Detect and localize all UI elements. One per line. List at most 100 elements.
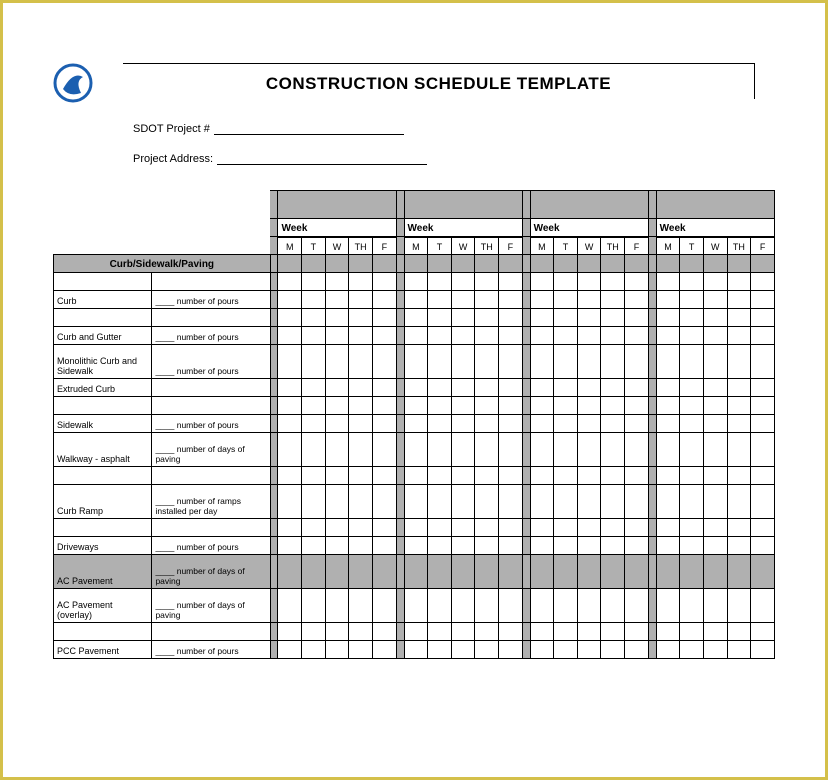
- grid-cell[interactable]: [530, 379, 554, 397]
- grid-cell[interactable]: [278, 485, 302, 519]
- grid-cell[interactable]: [499, 309, 523, 327]
- grid-cell[interactable]: [475, 397, 499, 415]
- grid-cell[interactable]: [302, 433, 326, 467]
- grid-cell[interactable]: [656, 641, 680, 659]
- grid-cell[interactable]: [451, 485, 475, 519]
- grid-cell[interactable]: [656, 415, 680, 433]
- grid-cell[interactable]: [278, 309, 302, 327]
- grid-cell[interactable]: [278, 291, 302, 309]
- grid-cell[interactable]: [530, 623, 554, 641]
- grid-cell[interactable]: [703, 537, 727, 555]
- grid-cell[interactable]: [530, 397, 554, 415]
- grid-cell[interactable]: [302, 397, 326, 415]
- grid-cell[interactable]: [372, 555, 396, 589]
- grid-cell[interactable]: [703, 291, 727, 309]
- grid-cell[interactable]: [428, 291, 452, 309]
- grid-cell[interactable]: [475, 327, 499, 345]
- grid-cell[interactable]: [451, 379, 475, 397]
- grid-cell[interactable]: [727, 641, 751, 659]
- grid-cell[interactable]: [475, 641, 499, 659]
- grid-cell[interactable]: [554, 623, 578, 641]
- grid-cell[interactable]: [727, 519, 751, 537]
- grid-cell[interactable]: [601, 537, 625, 555]
- grid-cell[interactable]: [727, 623, 751, 641]
- grid-cell[interactable]: [451, 467, 475, 485]
- project-number-input[interactable]: [214, 134, 404, 135]
- grid-cell[interactable]: [428, 273, 452, 291]
- grid-cell[interactable]: [302, 309, 326, 327]
- grid-cell[interactable]: [530, 433, 554, 467]
- grid-cell[interactable]: [325, 309, 349, 327]
- grid-cell[interactable]: [451, 309, 475, 327]
- grid-cell[interactable]: [325, 327, 349, 345]
- grid-cell[interactable]: [530, 415, 554, 433]
- grid-cell[interactable]: [656, 623, 680, 641]
- grid-cell[interactable]: [625, 485, 649, 519]
- grid-cell[interactable]: [680, 309, 704, 327]
- grid-cell[interactable]: [656, 589, 680, 623]
- grid-cell[interactable]: [325, 415, 349, 433]
- grid-cell[interactable]: [601, 589, 625, 623]
- grid-cell[interactable]: [302, 255, 326, 273]
- grid-cell[interactable]: [404, 273, 428, 291]
- grid-cell[interactable]: [404, 415, 428, 433]
- grid-cell[interactable]: [372, 415, 396, 433]
- grid-cell[interactable]: [451, 519, 475, 537]
- grid-cell[interactable]: [703, 519, 727, 537]
- grid-cell[interactable]: [302, 415, 326, 433]
- grid-cell[interactable]: [554, 555, 578, 589]
- grid-cell[interactable]: [404, 309, 428, 327]
- grid-cell[interactable]: [680, 519, 704, 537]
- grid-cell[interactable]: [577, 433, 601, 467]
- grid-cell[interactable]: [404, 589, 428, 623]
- grid-cell[interactable]: [656, 327, 680, 345]
- grid-cell[interactable]: [428, 467, 452, 485]
- grid-cell[interactable]: [625, 589, 649, 623]
- grid-cell[interactable]: [372, 519, 396, 537]
- grid-cell[interactable]: [278, 623, 302, 641]
- grid-cell[interactable]: [372, 397, 396, 415]
- grid-cell[interactable]: [680, 327, 704, 345]
- grid-cell[interactable]: [278, 537, 302, 555]
- grid-cell[interactable]: [278, 273, 302, 291]
- grid-cell[interactable]: [475, 555, 499, 589]
- grid-cell[interactable]: [703, 379, 727, 397]
- grid-cell[interactable]: [625, 415, 649, 433]
- grid-cell[interactable]: [475, 433, 499, 467]
- grid-cell[interactable]: [656, 485, 680, 519]
- grid-cell[interactable]: [475, 291, 499, 309]
- grid-cell[interactable]: [554, 345, 578, 379]
- grid-cell[interactable]: [372, 467, 396, 485]
- grid-cell[interactable]: [530, 327, 554, 345]
- grid-cell[interactable]: [577, 255, 601, 273]
- grid-cell[interactable]: [625, 309, 649, 327]
- grid-cell[interactable]: [601, 255, 625, 273]
- grid-cell[interactable]: [451, 255, 475, 273]
- grid-cell[interactable]: [727, 255, 751, 273]
- grid-cell[interactable]: [451, 555, 475, 589]
- grid-cell[interactable]: [625, 623, 649, 641]
- grid-cell[interactable]: [727, 589, 751, 623]
- grid-cell[interactable]: [349, 273, 373, 291]
- grid-cell[interactable]: [727, 433, 751, 467]
- grid-cell[interactable]: [451, 273, 475, 291]
- grid-cell[interactable]: [625, 291, 649, 309]
- grid-cell[interactable]: [554, 537, 578, 555]
- grid-cell[interactable]: [751, 537, 775, 555]
- grid-cell[interactable]: [554, 415, 578, 433]
- grid-cell[interactable]: [530, 589, 554, 623]
- grid-cell[interactable]: [530, 485, 554, 519]
- grid-cell[interactable]: [349, 415, 373, 433]
- grid-cell[interactable]: [372, 255, 396, 273]
- grid-cell[interactable]: [601, 309, 625, 327]
- grid-cell[interactable]: [499, 485, 523, 519]
- grid-cell[interactable]: [372, 589, 396, 623]
- grid-cell[interactable]: [625, 519, 649, 537]
- grid-cell[interactable]: [727, 415, 751, 433]
- grid-cell[interactable]: [625, 255, 649, 273]
- grid-cell[interactable]: [530, 273, 554, 291]
- grid-cell[interactable]: [727, 485, 751, 519]
- grid-cell[interactable]: [530, 255, 554, 273]
- grid-cell[interactable]: [372, 623, 396, 641]
- grid-cell[interactable]: [577, 467, 601, 485]
